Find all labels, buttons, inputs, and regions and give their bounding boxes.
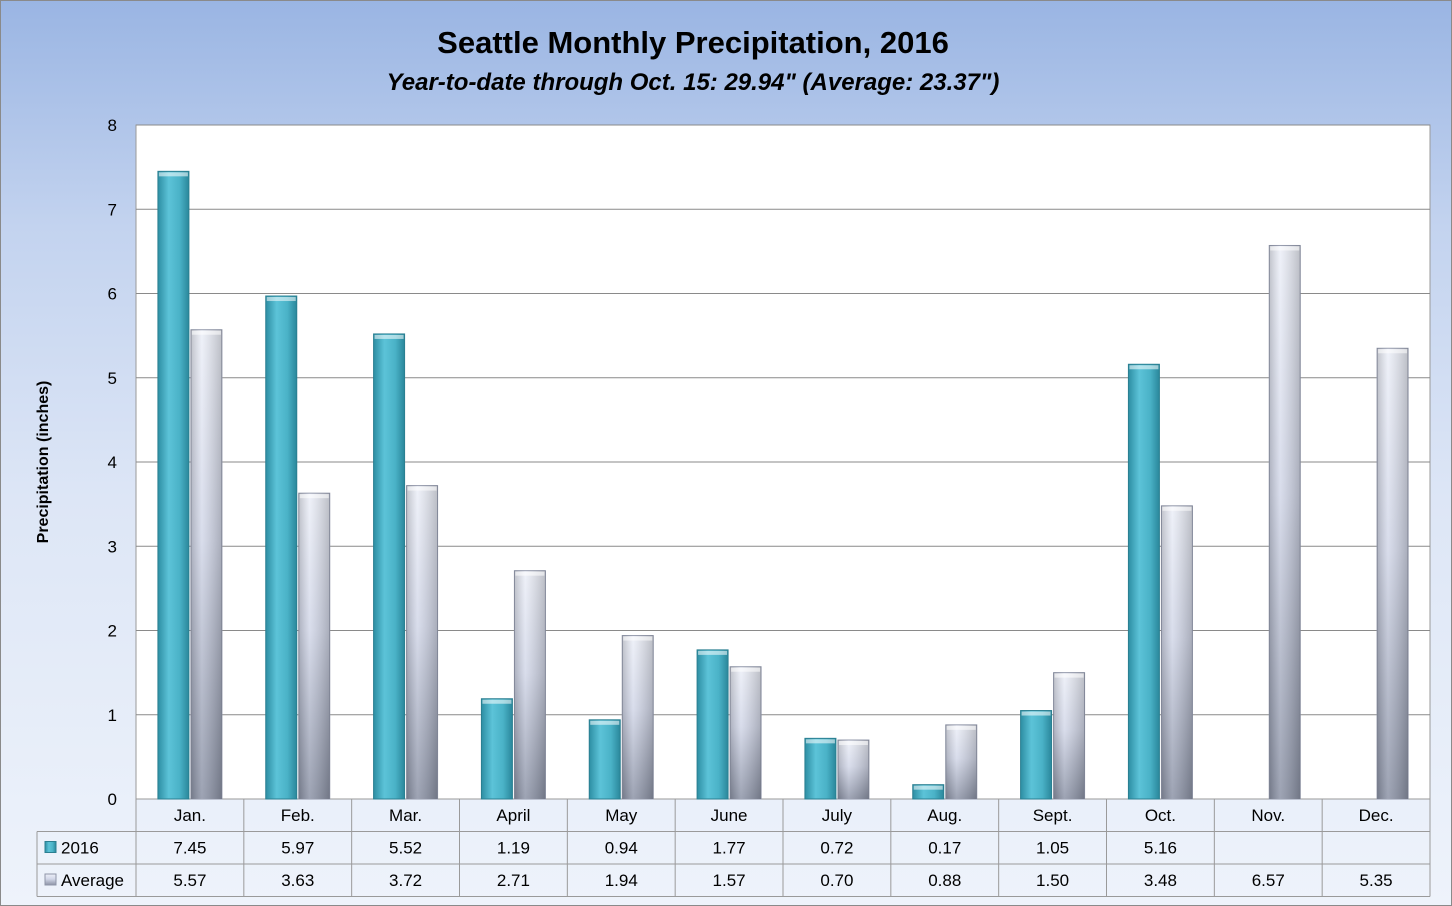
data-label: 1.05 [1036, 839, 1069, 858]
data-label: 7.45 [173, 839, 206, 858]
x-tick-label: May [605, 806, 638, 825]
bar-bevel [158, 172, 188, 177]
bar-bevel [698, 650, 728, 655]
legend-label-2016: 2016 [61, 839, 99, 858]
bar-bevel [191, 330, 221, 335]
bar-bevel [805, 739, 835, 744]
x-tick-label: April [496, 806, 530, 825]
data-label: 1.57 [713, 871, 746, 890]
bar-2016 [804, 737, 837, 800]
bar-average-shade [622, 635, 654, 799]
bar-bevel [946, 725, 976, 730]
bar-2016 [265, 295, 298, 800]
bar-average-shade [298, 493, 330, 799]
chart-subtitle: Year-to-date through Oct. 15: 29.94" (Av… [386, 69, 1000, 96]
data-label: 1.94 [605, 871, 638, 890]
y-tick-label: 8 [108, 116, 117, 135]
x-tick-label: Aug. [927, 806, 962, 825]
data-label: 6.57 [1252, 871, 1285, 890]
data-label: 0.17 [928, 839, 961, 858]
bar-bevel [623, 636, 653, 641]
data-label: 5.52 [389, 839, 422, 858]
x-tick-label: Jan. [174, 806, 206, 825]
data-label: 0.88 [928, 871, 961, 890]
bar-average-shade [837, 740, 869, 799]
bar-2016 [588, 719, 621, 800]
bar-bevel [731, 667, 761, 672]
y-tick-label: 5 [108, 369, 117, 388]
bar-average-shade [190, 329, 222, 799]
y-tick-label: 1 [108, 706, 117, 725]
x-tick-label: June [711, 806, 748, 825]
bar-average-shade [406, 485, 438, 799]
bar-average-shade [1161, 505, 1193, 799]
data-label: 0.94 [605, 839, 638, 858]
data-label: 2.71 [497, 871, 530, 890]
data-label: 5.16 [1144, 839, 1177, 858]
bar-bevel [1021, 711, 1051, 716]
data-label: 1.19 [497, 839, 530, 858]
x-tick-label: Oct. [1145, 806, 1176, 825]
bar-bevel [1129, 365, 1159, 370]
bar-bevel [838, 741, 868, 746]
bar-bevel [1054, 673, 1084, 678]
bar-2016 [373, 333, 406, 800]
y-tick-label: 7 [108, 200, 117, 219]
data-label: 0.70 [820, 871, 853, 890]
bar-bevel [266, 297, 296, 302]
bar-average-shade [945, 724, 977, 799]
x-tick-label: Sept. [1033, 806, 1073, 825]
x-tick-label: Feb. [281, 806, 315, 825]
bar-2016 [696, 649, 729, 800]
y-tick-label: 6 [108, 285, 117, 304]
data-label: 5.97 [281, 839, 314, 858]
bar-bevel [590, 720, 620, 725]
bar-bevel [515, 571, 545, 576]
data-label: 0.72 [820, 839, 853, 858]
x-tick-label: July [822, 806, 853, 825]
data-label: 1.77 [713, 839, 746, 858]
bar-average-shade [730, 666, 762, 799]
bar-average-shade [514, 570, 546, 799]
data-label: 3.72 [389, 871, 422, 890]
x-tick-label: Nov. [1251, 806, 1285, 825]
bar-bevel [482, 699, 512, 704]
bar-2016 [1020, 710, 1053, 800]
y-tick-label: 2 [108, 622, 117, 641]
legend-key-average [44, 873, 57, 886]
bar-2016 [1127, 363, 1160, 800]
bar-2016 [157, 170, 190, 800]
bar-bevel [913, 785, 943, 790]
bar-bevel [374, 334, 404, 339]
bar-average-shade [1377, 348, 1409, 799]
bar-bevel [1162, 506, 1192, 511]
data-label: 3.63 [281, 871, 314, 890]
data-label: 3.48 [1144, 871, 1177, 890]
x-tick-label: Dec. [1359, 806, 1394, 825]
bar-average-shade [1053, 672, 1085, 799]
legend-label-average: Average [61, 871, 124, 890]
legend-key-2016 [44, 841, 57, 853]
y-tick-label: 0 [108, 790, 117, 809]
data-label: 5.57 [173, 871, 206, 890]
x-tick-label: Mar. [389, 806, 422, 825]
bar-average-shade [1269, 245, 1301, 800]
bar-2016 [480, 698, 513, 800]
bar-bevel [1378, 349, 1408, 354]
chart-title: Seattle Monthly Precipitation, 2016 [437, 25, 949, 60]
y-tick-label: 3 [108, 537, 117, 556]
bar-bevel [407, 486, 437, 491]
bar-bevel [1270, 246, 1300, 251]
data-label: 5.35 [1360, 871, 1393, 890]
data-label: 1.50 [1036, 871, 1069, 890]
bar-bevel [299, 494, 329, 499]
y-tick-label: 4 [108, 453, 117, 472]
